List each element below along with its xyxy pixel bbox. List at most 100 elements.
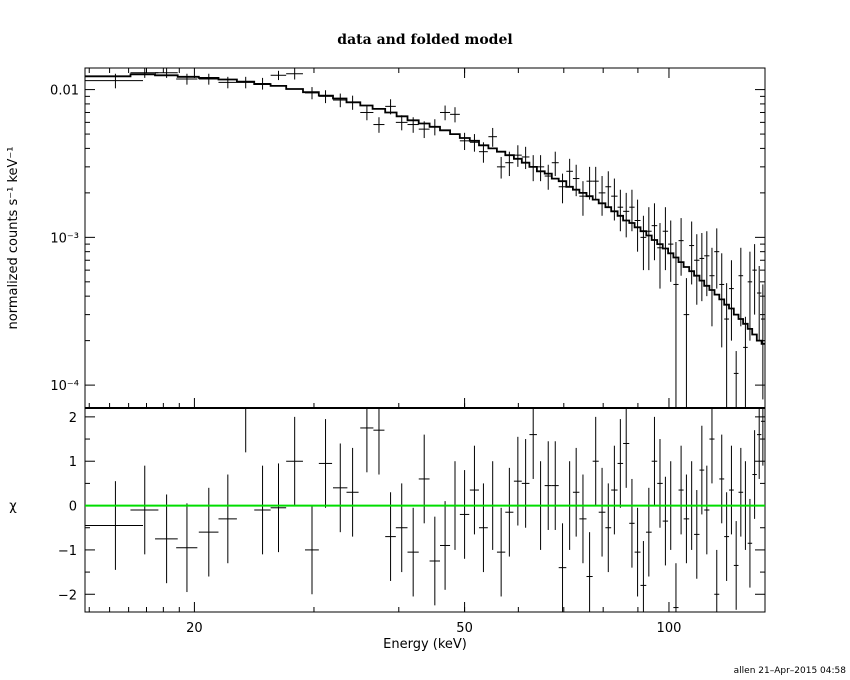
- x-axis-ticks: 20 50 100: [88, 68, 682, 636]
- data-point: [513, 145, 522, 167]
- data-point: [469, 134, 479, 152]
- data-point: [318, 90, 333, 104]
- data-point: [704, 231, 710, 297]
- data-point: [529, 155, 537, 182]
- data-point: [757, 265, 762, 341]
- residual-point: [130, 465, 159, 555]
- residual-point: [544, 441, 552, 530]
- residual-point: [496, 507, 506, 597]
- residual-point: [747, 498, 753, 588]
- residual-point: [236, 407, 255, 453]
- data-point: [496, 156, 506, 179]
- residual-point: [469, 445, 479, 535]
- residual-point: [360, 408, 374, 473]
- data-point: [629, 189, 635, 232]
- model-step-path: [85, 73, 765, 345]
- data-point: [198, 73, 219, 85]
- data-point: [459, 132, 470, 151]
- residual-point: [704, 465, 710, 555]
- data-point: [592, 166, 599, 200]
- data-point: [634, 199, 641, 252]
- data-point: [488, 127, 497, 147]
- residual-point: [724, 492, 730, 581]
- residual-point: [623, 408, 630, 488]
- data-point: [640, 215, 647, 271]
- y-tick-label: 10⁻⁴: [50, 379, 79, 394]
- data-point: [689, 221, 695, 285]
- data-point: [579, 181, 587, 216]
- data-point: [747, 251, 753, 341]
- residual-point: [478, 483, 488, 573]
- data-point: [558, 173, 567, 204]
- chart-title: data and folded model: [337, 32, 512, 48]
- data-point: [373, 117, 385, 133]
- data-point: [738, 247, 744, 327]
- data-point: [760, 284, 765, 400]
- data-point: [617, 189, 624, 232]
- data-point: [385, 99, 396, 115]
- data-point: [678, 218, 684, 276]
- residual-point: [439, 501, 451, 590]
- data-point: [360, 105, 374, 121]
- residual-point: [640, 541, 647, 612]
- data-point: [551, 151, 559, 177]
- residual-point: [85, 481, 144, 570]
- residual-point: [634, 507, 641, 597]
- residual-point: [318, 419, 333, 508]
- residual-point: [733, 521, 739, 610]
- residual-point: [645, 487, 652, 577]
- chi-tick-label: −1: [58, 544, 77, 559]
- data-point: [254, 77, 271, 90]
- residual-point: [198, 487, 219, 577]
- residual-point: [304, 505, 319, 595]
- residual-point: [218, 474, 237, 564]
- chi-tick-label: 1: [69, 455, 77, 470]
- y-tick-label: 10⁻³: [50, 231, 79, 246]
- data-point: [395, 115, 408, 131]
- data-point: [752, 244, 757, 315]
- residual-point: [752, 430, 757, 519]
- data-point: [450, 107, 460, 123]
- residual-point: [529, 408, 537, 479]
- residual-point: [714, 549, 720, 612]
- data-point: [586, 166, 593, 200]
- y-tick-label: 0.01: [50, 84, 79, 99]
- residual-point: [459, 470, 470, 559]
- data-point: [683, 278, 690, 408]
- residual-point: [551, 441, 559, 530]
- chi-tick-label: −2: [58, 588, 77, 603]
- data-point: [270, 70, 287, 81]
- residual-point: [176, 503, 198, 593]
- residual-point: [346, 447, 359, 537]
- residual-point: [617, 419, 624, 508]
- data-point: [544, 164, 552, 190]
- data-point: [611, 178, 618, 221]
- residual-point: [651, 416, 658, 506]
- data-point: [536, 155, 545, 182]
- residual-point: [719, 434, 725, 524]
- residual-point: [558, 523, 567, 612]
- residual-point: [757, 408, 762, 479]
- data-point: [418, 121, 430, 139]
- data-point: [651, 203, 658, 261]
- residual-point: [629, 478, 635, 568]
- residual-point: [254, 465, 271, 555]
- data-point: [218, 76, 237, 89]
- residual-point: [332, 443, 348, 533]
- bottom-y-axis-label: χ: [9, 499, 17, 514]
- data-point: [566, 158, 573, 187]
- chi-tick-label: 0: [69, 500, 77, 515]
- data-point: [729, 260, 734, 341]
- data-point: [743, 316, 748, 408]
- x-tick-label: 20: [186, 621, 203, 636]
- residual-point: [579, 474, 587, 564]
- x-tick-label: 100: [657, 621, 682, 636]
- model-step-line: [85, 73, 765, 345]
- data-point: [668, 220, 674, 282]
- residual-point: [699, 425, 705, 515]
- residual-point: [155, 494, 178, 584]
- residual-point: [738, 447, 744, 537]
- residual-point: [586, 532, 593, 612]
- residual-points: [85, 407, 765, 612]
- residual-point: [592, 416, 599, 506]
